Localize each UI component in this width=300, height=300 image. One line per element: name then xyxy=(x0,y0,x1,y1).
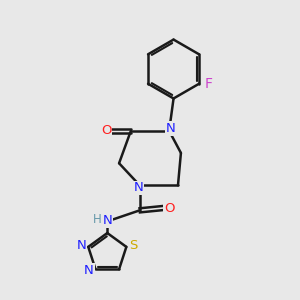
Text: N: N xyxy=(166,122,176,135)
Text: S: S xyxy=(129,239,137,252)
Text: O: O xyxy=(101,124,112,137)
Text: H: H xyxy=(93,213,102,226)
Text: O: O xyxy=(164,202,174,214)
Text: N: N xyxy=(102,214,112,227)
Text: N: N xyxy=(133,181,143,194)
Text: N: N xyxy=(84,264,94,277)
Text: N: N xyxy=(77,239,87,252)
Text: F: F xyxy=(205,77,212,91)
